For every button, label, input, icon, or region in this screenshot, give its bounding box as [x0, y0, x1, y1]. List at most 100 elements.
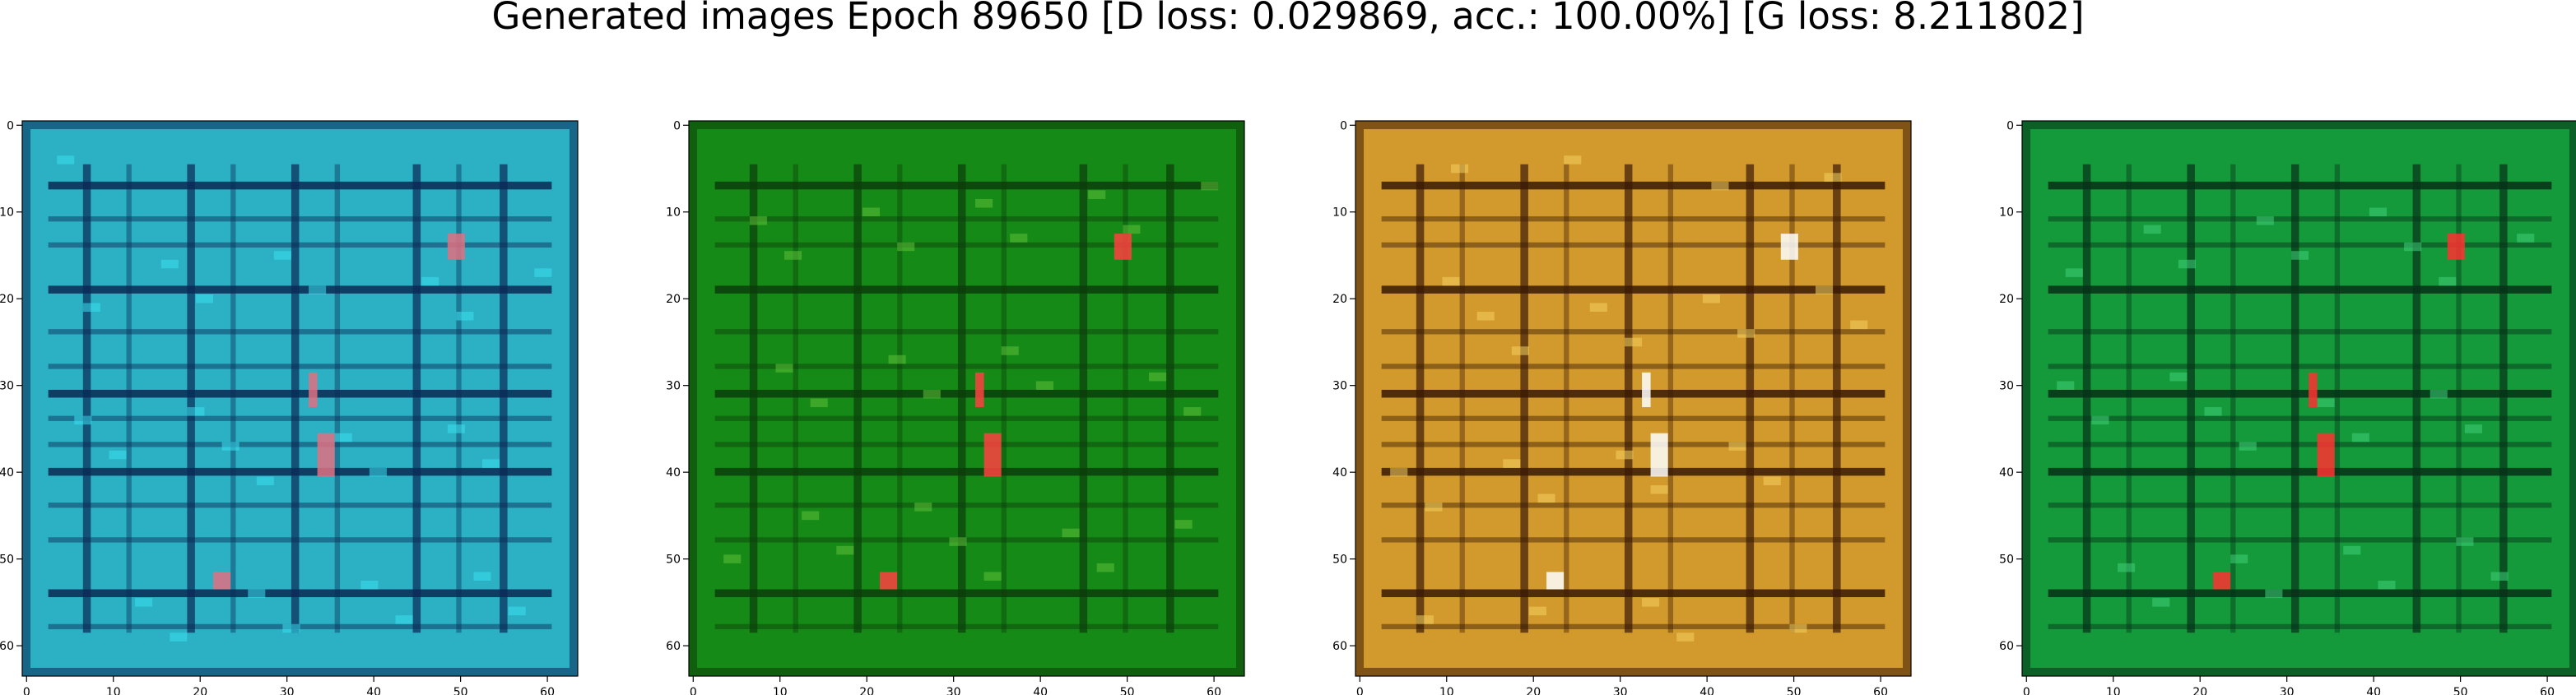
- x-tick-label: 40: [366, 686, 381, 695]
- image-highlight: [1564, 155, 1582, 164]
- x-tick-label: 60: [2540, 686, 2555, 695]
- image-highlight: [2456, 537, 2474, 546]
- y-tick-label: 30: [1999, 380, 2014, 393]
- axes-frame: [2021, 120, 2576, 677]
- image-highlight: [2439, 276, 2457, 286]
- image-highlight: [802, 511, 820, 521]
- y-tick-label: 30: [0, 380, 14, 393]
- image-highlight: [2169, 372, 2188, 382]
- y-tick-label: 10: [1999, 206, 2014, 220]
- image-spot: [1650, 433, 1668, 477]
- y-tick-label: 0: [2006, 119, 2014, 132]
- image-stroke-h: [714, 364, 1219, 369]
- image-highlight: [1824, 173, 1842, 182]
- image-frame: [689, 121, 1244, 676]
- image-highlight: [2152, 598, 2170, 607]
- image-highlight: [2065, 268, 2083, 277]
- image-highlight: [1476, 312, 1495, 321]
- y-tick-label: 0: [673, 119, 681, 132]
- image-highlight: [1001, 346, 1019, 355]
- image-spot: [983, 433, 1002, 477]
- x-tick-label: 0: [23, 686, 30, 695]
- image-highlight: [862, 207, 881, 217]
- image-spot: [880, 572, 898, 590]
- image-highlight: [334, 433, 352, 442]
- image-stroke-h: [1381, 216, 1886, 222]
- image-highlight: [1088, 190, 1106, 199]
- image-spot: [1546, 572, 1565, 590]
- image-highlight: [1616, 450, 1634, 460]
- image-highlight: [2317, 398, 2335, 408]
- image-highlight: [1451, 164, 1469, 174]
- image-stroke-h: [714, 216, 1219, 222]
- image-stroke-h: [1381, 623, 1886, 630]
- image-stroke-v: [1624, 164, 1633, 633]
- image-stroke-h: [1381, 242, 1886, 248]
- image-highlight: [749, 216, 767, 225]
- image-highlight: [2256, 216, 2274, 225]
- image-highlight: [923, 389, 941, 399]
- y-tick-label: 50: [0, 554, 14, 567]
- image-highlight: [1537, 493, 1555, 503]
- image-stroke-h: [2048, 442, 2552, 447]
- y-tick-label: 50: [1332, 554, 1347, 567]
- image-stroke-h: [48, 442, 552, 447]
- image-stroke-h: [2048, 329, 2552, 335]
- y-tick-label: 40: [1999, 466, 2014, 480]
- image-stroke-h: [1381, 285, 1886, 294]
- image-highlight: [2118, 563, 2136, 572]
- x-tick-label: 10: [1439, 686, 1454, 695]
- y-tick-label: 20: [1999, 293, 2014, 306]
- image-stroke-h: [714, 389, 1219, 398]
- image-highlight: [1737, 329, 1755, 338]
- image-highlight: [109, 450, 127, 460]
- image-frame: [2022, 121, 2576, 676]
- image-frame: [1355, 121, 1911, 676]
- y-tick-label: 30: [1332, 380, 1347, 393]
- y-tick-label: 0: [1340, 119, 1347, 132]
- x-tick-label: 20: [1526, 686, 1541, 695]
- image-stroke-v: [456, 164, 462, 633]
- image-highlight: [170, 632, 188, 642]
- image-stroke-h: [48, 242, 552, 248]
- image-background: [689, 121, 1244, 676]
- y-tick-label: 20: [666, 293, 681, 306]
- image-stroke-v: [2082, 164, 2091, 633]
- y-tick-label: 60: [1332, 640, 1347, 653]
- image-spot: [447, 234, 465, 260]
- image-stroke-v: [749, 164, 758, 633]
- image-stroke-h: [1381, 329, 1886, 335]
- image-highlight: [135, 598, 153, 607]
- image-highlight: [282, 623, 300, 633]
- image-stroke-h: [1381, 181, 1886, 190]
- panel-2: 0 10 20 30 40 50 60 0 10 20 30 40 50 60: [666, 119, 1245, 695]
- y-tick-label: 30: [666, 380, 681, 393]
- image-stroke-h: [48, 285, 552, 294]
- image-stroke-v: [1746, 164, 1755, 633]
- image-stroke-v: [500, 164, 508, 633]
- image-stroke-v: [334, 164, 341, 633]
- image-highlight: [2057, 381, 2075, 390]
- y-tick-label: 20: [0, 293, 14, 306]
- image-stroke-h: [2048, 216, 2552, 222]
- image-highlight: [248, 589, 266, 599]
- image-stroke-v: [957, 164, 966, 633]
- x-tick-label: 10: [2106, 686, 2121, 695]
- image-stroke-v: [187, 164, 195, 633]
- image-spot: [1780, 234, 1798, 260]
- image-highlight: [1010, 234, 1028, 243]
- image-spot: [2447, 234, 2465, 260]
- image-stroke-v: [1833, 164, 1841, 633]
- image-stroke-h: [2048, 467, 2552, 476]
- image-highlight: [2404, 242, 2422, 252]
- image-background: [22, 121, 578, 676]
- panel-1: 0 10 20 30 40 50 60 0 10 20 30 40 50 60: [0, 119, 579, 695]
- image-frame: [22, 121, 578, 676]
- image-highlight: [256, 476, 274, 485]
- image-stroke-v: [2126, 164, 2132, 633]
- image-highlight: [481, 459, 500, 468]
- image-stroke-h: [48, 415, 552, 421]
- image-highlight: [421, 276, 439, 286]
- y-tick-label: 10: [1332, 206, 1347, 220]
- image-stroke-h: [714, 285, 1219, 294]
